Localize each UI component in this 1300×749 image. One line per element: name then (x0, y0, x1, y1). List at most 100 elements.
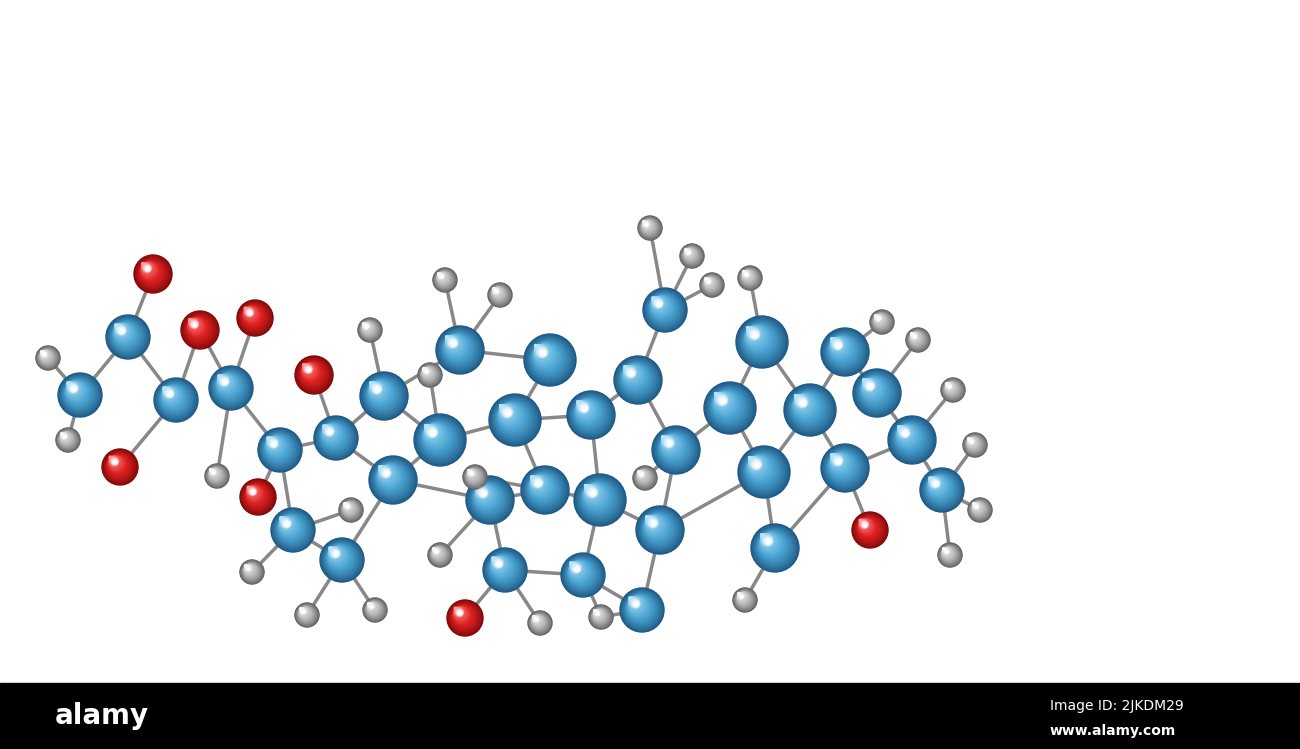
Circle shape (533, 616, 540, 622)
Circle shape (160, 384, 190, 413)
Circle shape (68, 383, 78, 393)
Circle shape (111, 457, 118, 466)
Circle shape (302, 363, 318, 380)
Circle shape (741, 268, 759, 287)
Circle shape (642, 220, 654, 231)
Circle shape (498, 403, 525, 431)
Circle shape (491, 557, 508, 573)
Circle shape (260, 430, 300, 470)
Circle shape (909, 331, 926, 348)
Circle shape (216, 373, 242, 399)
Circle shape (650, 295, 673, 319)
Circle shape (524, 469, 566, 511)
Circle shape (242, 304, 266, 330)
Circle shape (738, 318, 785, 366)
Circle shape (280, 517, 296, 533)
Circle shape (468, 470, 476, 478)
Circle shape (446, 336, 451, 341)
Circle shape (824, 448, 865, 488)
Circle shape (875, 315, 881, 321)
Circle shape (738, 594, 744, 599)
Circle shape (247, 485, 264, 503)
Circle shape (439, 274, 443, 279)
Circle shape (528, 473, 558, 503)
Circle shape (365, 377, 402, 413)
Circle shape (247, 486, 259, 498)
Circle shape (536, 345, 549, 358)
Circle shape (790, 391, 826, 425)
Circle shape (662, 436, 668, 443)
Circle shape (489, 554, 519, 583)
Circle shape (420, 420, 456, 457)
Circle shape (272, 509, 315, 551)
Circle shape (484, 548, 527, 592)
Circle shape (243, 563, 259, 579)
Circle shape (529, 474, 554, 498)
Circle shape (837, 344, 840, 348)
Circle shape (39, 349, 56, 366)
Circle shape (618, 360, 658, 400)
Circle shape (421, 421, 455, 455)
Circle shape (888, 416, 936, 464)
Circle shape (364, 598, 386, 621)
Circle shape (107, 315, 150, 359)
Circle shape (192, 323, 196, 327)
Circle shape (247, 486, 251, 490)
Circle shape (742, 270, 754, 282)
Circle shape (370, 382, 377, 389)
Circle shape (437, 272, 450, 284)
Circle shape (528, 611, 551, 634)
Circle shape (217, 374, 237, 393)
Circle shape (422, 368, 430, 376)
Circle shape (499, 404, 512, 417)
Circle shape (833, 340, 842, 350)
Circle shape (768, 542, 770, 543)
Circle shape (266, 436, 286, 456)
Circle shape (343, 502, 355, 515)
Circle shape (537, 482, 541, 485)
Circle shape (491, 396, 538, 443)
Circle shape (188, 318, 204, 333)
Circle shape (306, 367, 311, 372)
Circle shape (645, 515, 663, 533)
Circle shape (930, 477, 939, 486)
Circle shape (246, 485, 265, 504)
Circle shape (186, 316, 212, 342)
Circle shape (306, 366, 312, 373)
Circle shape (628, 596, 646, 614)
Circle shape (536, 619, 538, 621)
Circle shape (857, 372, 897, 413)
Circle shape (261, 432, 298, 467)
Circle shape (533, 616, 540, 622)
Circle shape (325, 542, 358, 576)
Circle shape (73, 388, 75, 391)
Circle shape (169, 392, 172, 395)
Circle shape (42, 351, 47, 357)
Circle shape (685, 249, 686, 250)
Circle shape (567, 391, 615, 439)
Circle shape (705, 277, 715, 288)
Circle shape (280, 516, 298, 536)
Circle shape (911, 333, 913, 335)
Circle shape (911, 334, 916, 339)
Circle shape (218, 375, 229, 386)
Circle shape (829, 452, 853, 476)
Circle shape (438, 273, 443, 279)
Circle shape (490, 285, 508, 303)
Circle shape (942, 380, 962, 399)
Circle shape (264, 434, 294, 463)
Circle shape (831, 338, 846, 354)
Circle shape (528, 473, 559, 504)
Circle shape (688, 252, 690, 254)
Circle shape (744, 452, 783, 490)
Circle shape (859, 376, 891, 406)
Circle shape (491, 286, 507, 302)
Circle shape (490, 395, 540, 445)
Circle shape (753, 461, 760, 468)
Circle shape (941, 547, 957, 562)
Circle shape (329, 547, 341, 559)
Circle shape (533, 616, 538, 621)
Circle shape (432, 547, 446, 560)
Circle shape (60, 431, 74, 446)
Circle shape (422, 367, 434, 380)
